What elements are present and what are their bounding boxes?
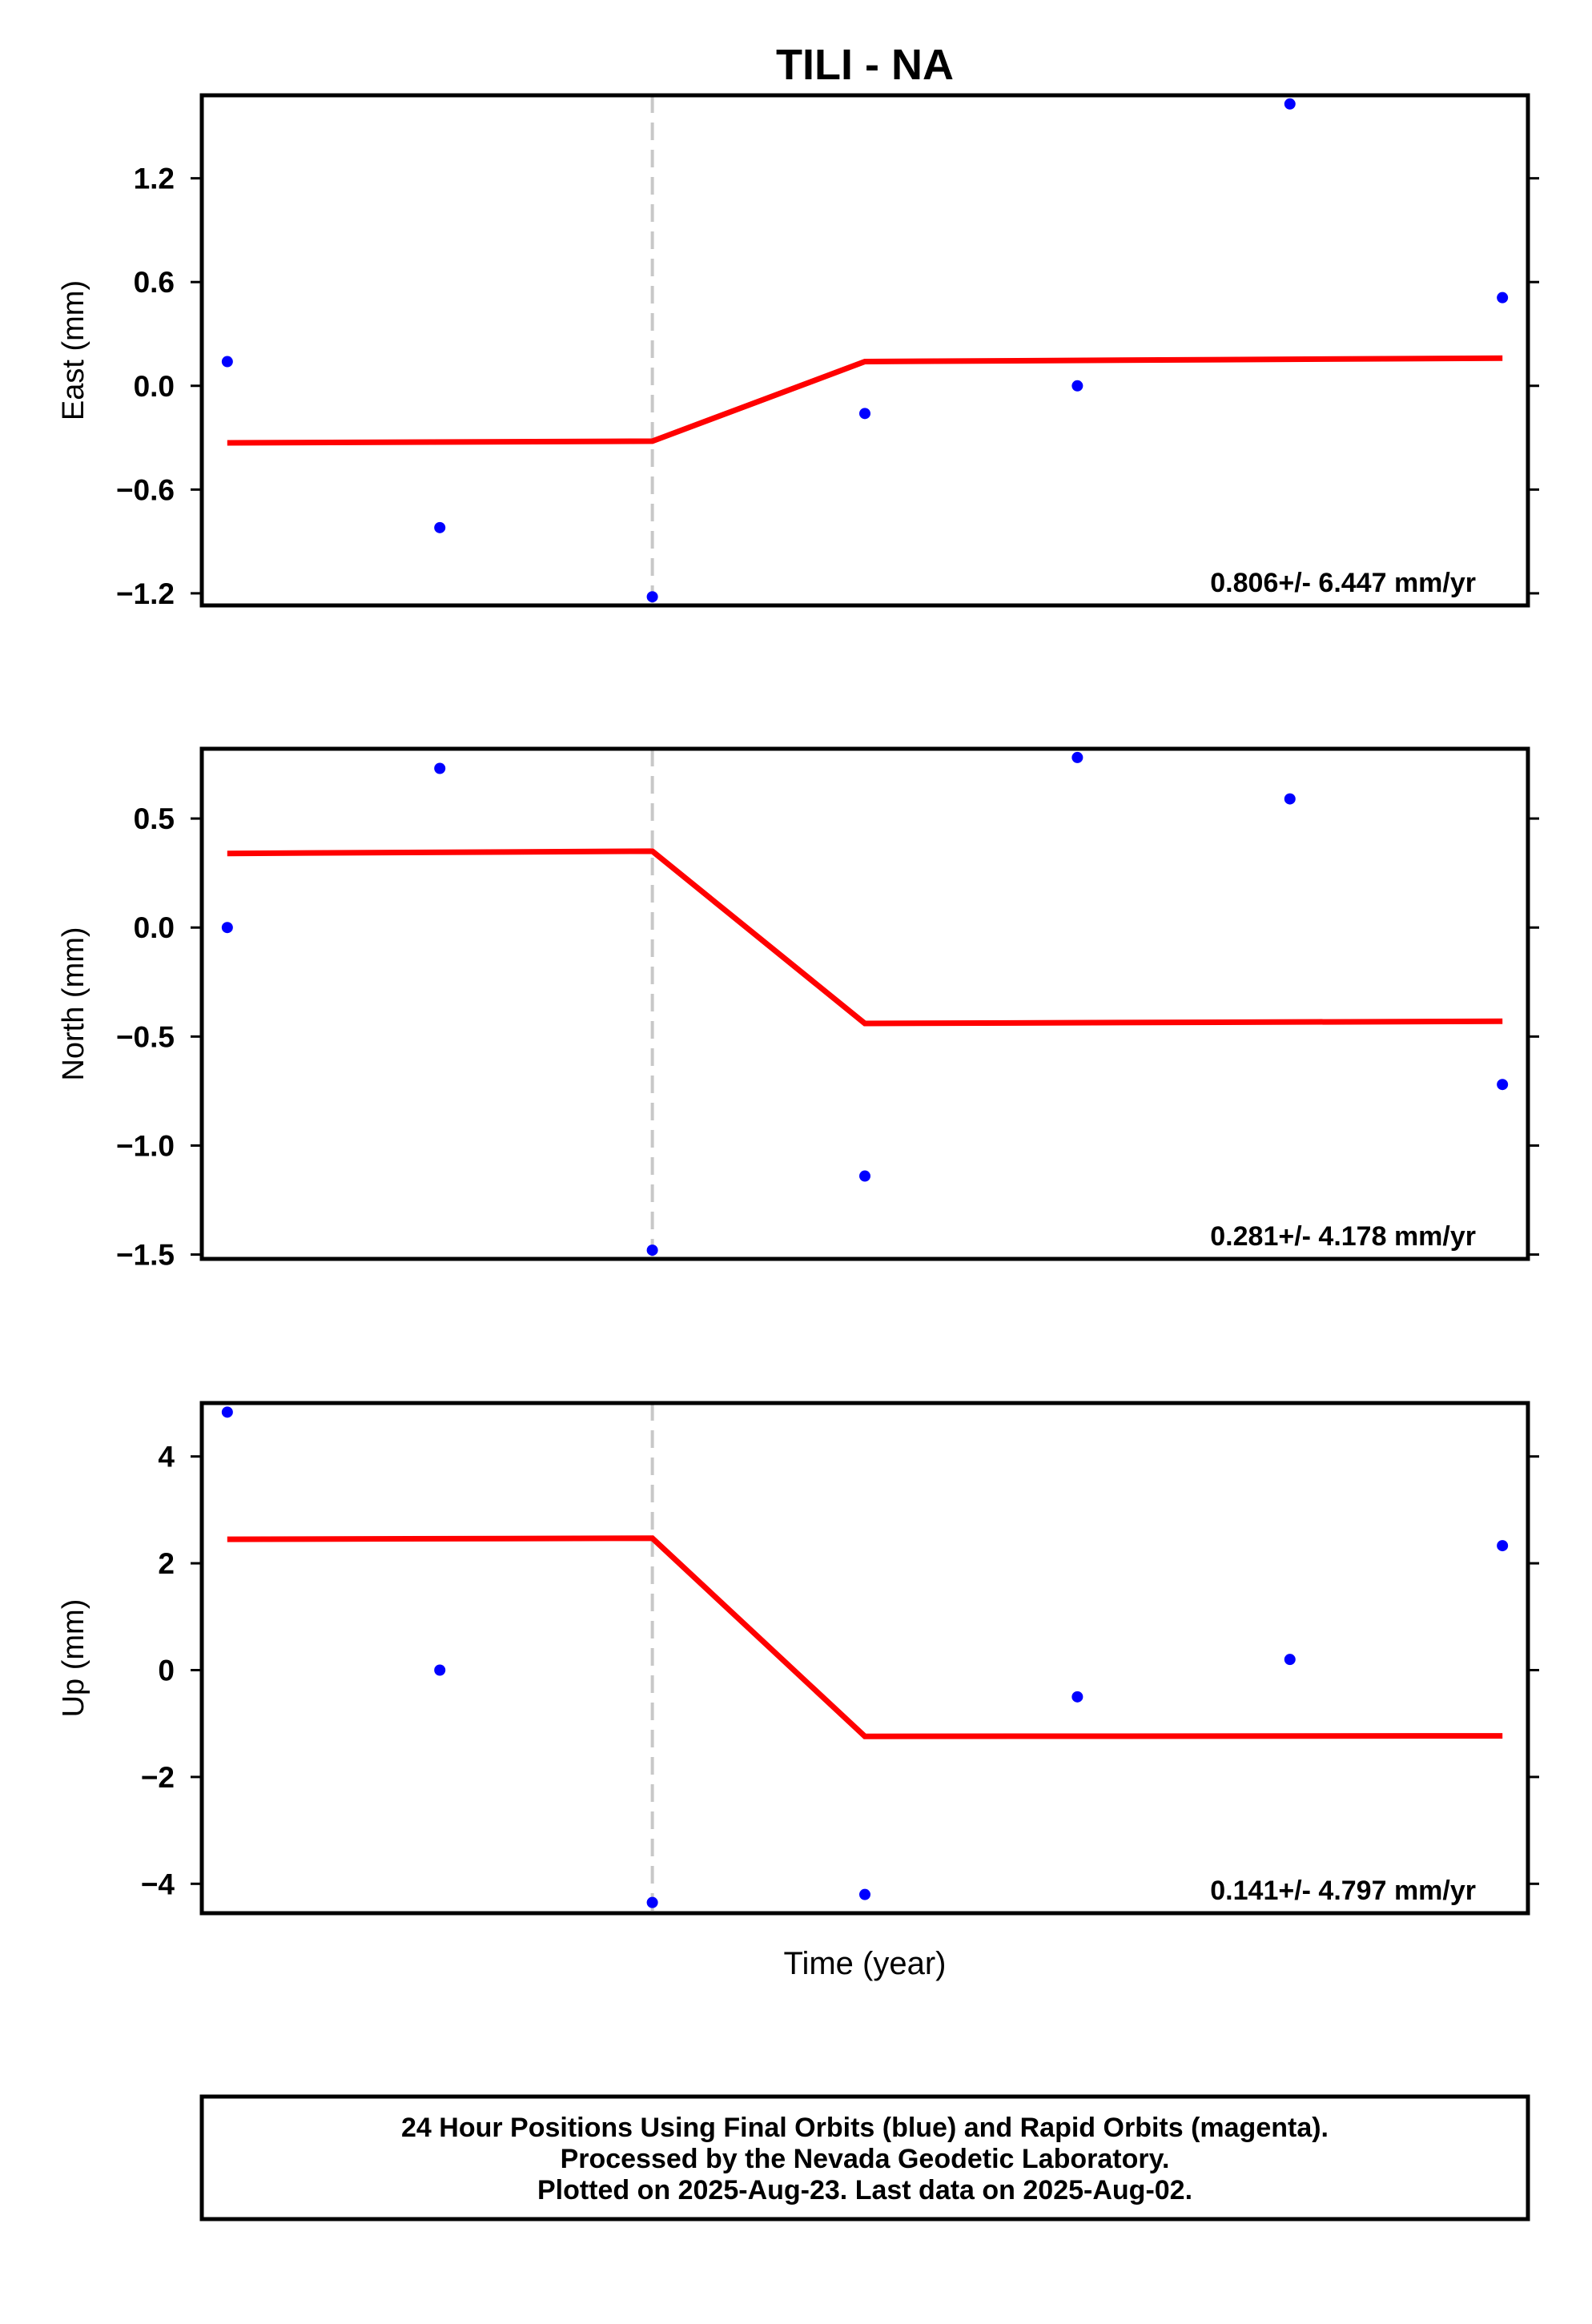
plot-frame [199,746,1530,1261]
footer-frame [199,2094,1530,2221]
y-tick-label: −0.6 [116,473,175,506]
data-point [221,356,233,368]
y-tick-label: 2 [158,1547,175,1580]
model-fit-line [227,1535,1503,1739]
data-point [646,591,658,603]
y-tick-label: −1.5 [116,1239,175,1272]
data-point [1497,292,1509,304]
chart-title: TILI - NA [776,41,954,89]
y-axis-label: East (mm) [57,280,90,420]
data-point [1071,751,1083,763]
model-fit-line [227,355,1503,446]
y-tick-label: −0.5 [116,1020,175,1053]
footer-line-1: 24 Hour Positions Using Final Orbits (bl… [401,2113,1329,2143]
y-tick-label: −1.0 [116,1129,175,1162]
data-point [1071,1691,1083,1703]
y-tick-label: 0 [158,1655,175,1687]
y-tick-label: 0.6 [134,266,175,299]
data-point [434,1664,446,1676]
data-point [1284,98,1296,110]
data-point [221,922,233,934]
data-point [1284,793,1296,805]
y-axis-label: Up (mm) [57,1599,90,1718]
data-point [859,1170,870,1182]
data-point [646,1244,658,1256]
rate-annotation: 0.281+/- 4.178 mm/yr [1210,1221,1476,1252]
y-tick-label: 0.0 [134,370,175,403]
panel-2: −1.5 −1.0 −0.5 0.0 0.5 North (mm) 0.281+/- 4.1… [57,746,1539,1272]
footer-line-2: Processed by the Nevada Geodetic Laborat… [561,2144,1170,2174]
data-point [646,1896,658,1908]
y-tick-label: 0.0 [134,911,175,944]
y-axis-label: North (mm) [57,927,90,1080]
footer-box: 24 Hour Positions Using Final Orbits (bl… [199,2094,1530,2221]
data-point [1497,1079,1509,1091]
y-tick-label: −1.2 [116,577,175,610]
y-tick-label: 0.5 [134,802,175,835]
data-point [221,1406,233,1418]
rate-annotation: 0.806+/- 6.447 mm/yr [1210,568,1476,598]
y-tick-label: 4 [158,1441,175,1474]
y-tick-label: −4 [141,1868,175,1900]
y-tick-label: −2 [141,1761,175,1794]
footer-line-3: Plotted on 2025-Aug-23. Last data on 202… [537,2175,1192,2205]
panels: −1.2 −0.6 0.0 0.6 1.2 East (mm) 0.806+/- 6.447… [57,93,1539,1916]
y-tick-label: 1.2 [134,163,175,195]
panel-1: −1.2 −0.6 0.0 0.6 1.2 East (mm) 0.806+/- 6.447… [57,93,1539,610]
model-fit-line [227,848,1503,1027]
data-point [859,408,870,420]
data-point [434,762,446,774]
plot-frame [199,1401,1530,1916]
data-point [1284,1654,1296,1666]
data-point [1497,1540,1509,1552]
x-axis-label: Time (year) [784,1946,947,1981]
data-point [1071,380,1083,392]
data-point [859,1888,870,1900]
data-point [434,521,446,533]
plot-frame [199,93,1530,608]
panel-3: −4 −2 0 2 4 Up (mm) 0.141+/- 4.797 mm/yr [57,1401,1539,1916]
rate-annotation: 0.141+/- 4.797 mm/yr [1210,1876,1476,1906]
